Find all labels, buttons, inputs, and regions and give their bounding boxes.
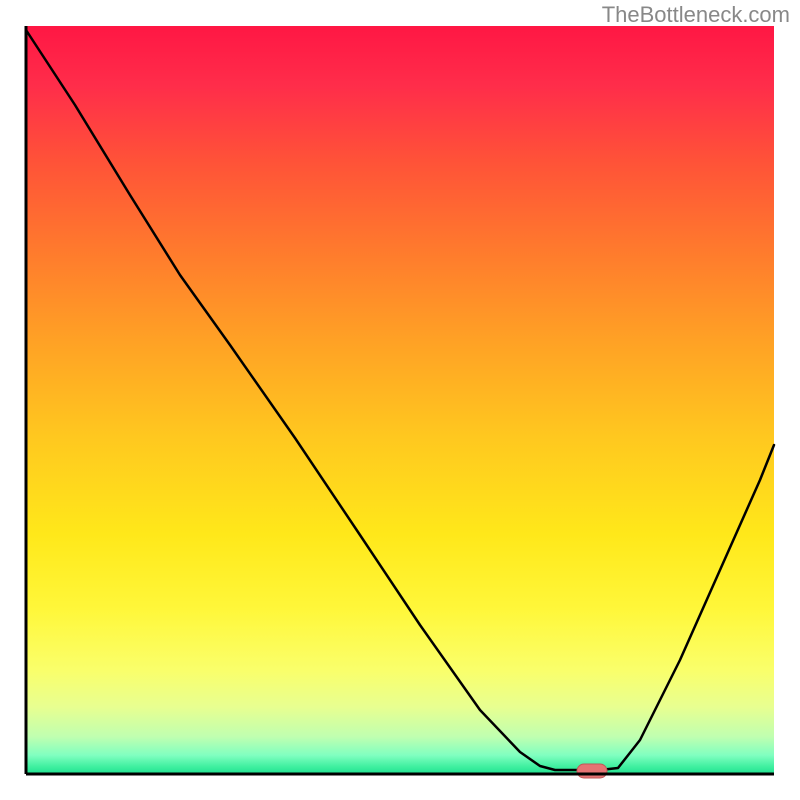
watermark-text: TheBottleneck.com (602, 2, 790, 28)
optimal-marker (577, 764, 607, 778)
gradient-background (26, 26, 774, 774)
bottleneck-chart: TheBottleneck.com (0, 0, 800, 800)
chart-svg (0, 0, 800, 800)
